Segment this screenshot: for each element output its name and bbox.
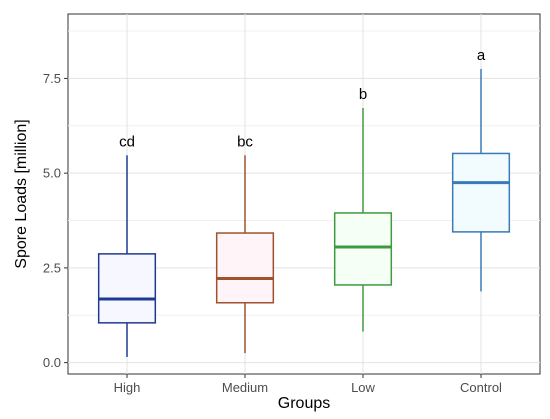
box-control: a (451, 47, 511, 292)
box-iqr (333, 212, 393, 286)
x-tick-label: Medium (222, 380, 268, 395)
box-high: cd (97, 133, 157, 357)
significance-label: bc (237, 133, 253, 150)
box-medium: bc (215, 133, 275, 354)
significance-label: cd (119, 133, 135, 150)
significance-label: a (477, 47, 486, 64)
x-tick-label: Control (460, 380, 502, 395)
box-iqr (451, 152, 511, 233)
box-iqr (215, 232, 275, 304)
x-tick-label: Low (351, 380, 375, 395)
box-iqr (97, 253, 157, 324)
y-tick-label: 5.0 (43, 166, 61, 181)
y-axis-title: Spore Loads [million] (13, 119, 30, 268)
box-low: b (333, 86, 393, 332)
y-tick-label: 7.5 (43, 71, 61, 86)
y-tick-label: 0.0 (43, 355, 61, 370)
boxes: cd bc b a (97, 47, 511, 357)
x-tick-label: High (114, 380, 141, 395)
significance-label: b (359, 86, 367, 103)
y-axis-ticks: 0.0 2.5 5.0 7.5 (43, 71, 68, 370)
y-tick-label: 2.5 (43, 260, 61, 275)
x-axis-ticks: High Medium Low Control (114, 374, 502, 395)
x-axis-title: Groups (278, 395, 330, 412)
